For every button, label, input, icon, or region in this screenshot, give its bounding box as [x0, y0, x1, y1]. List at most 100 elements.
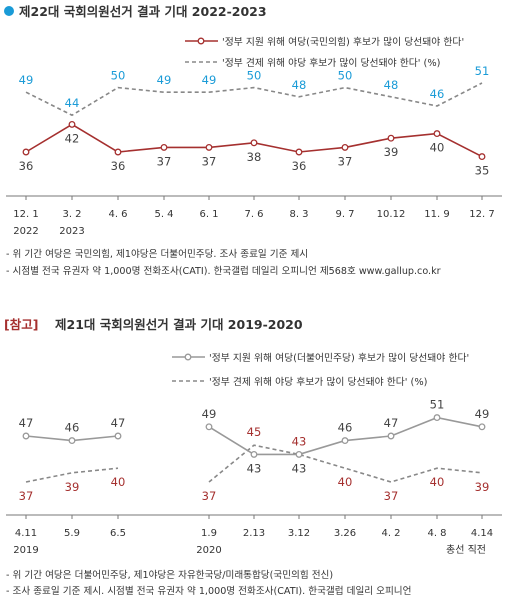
- chart1-dashed-data-label: 48: [292, 78, 307, 92]
- chart2-x-tick-label: 3.12: [288, 528, 310, 539]
- chart2-solid-data-label: 46: [338, 421, 353, 435]
- chart1-solid-point: [295, 148, 303, 156]
- chart1-dashed-data-label: 48: [384, 78, 399, 92]
- chart1-x-tick-label: 3. 2: [62, 209, 81, 220]
- chart2-solid-data-label: 43: [292, 461, 307, 475]
- chart1-dashed-data-label: 44: [65, 96, 80, 110]
- chart1-dashed-data-label: 49: [19, 73, 34, 87]
- chart1-dashed-data-label: 49: [157, 73, 172, 87]
- chart1-x-tick-label: 9. 7: [335, 209, 354, 220]
- chart1-x-tick-label: 12. 1: [13, 209, 38, 220]
- chart1-solid-data-label: 40: [430, 141, 445, 155]
- chart1-solid-data-label: 37: [202, 154, 217, 168]
- chart2-x-tick-label: 6.5: [110, 528, 126, 539]
- chart2-year-label: 2020: [196, 545, 221, 556]
- chart2-solid-point: [114, 432, 122, 440]
- chart2-solid-point: [205, 423, 213, 431]
- chart1-solid-point: [160, 143, 168, 151]
- chart2-solid-point: [478, 423, 486, 431]
- chart1-footnote-1: - 위 기간 여당은 국민의힘, 제1야당은 더불어민주당. 조사 종료일 기준…: [6, 248, 308, 260]
- chart1-x-tick-label: 7. 6: [244, 209, 263, 220]
- chart2-footnote-2: - 조사 종료일 기준 제시. 시점별 전국 유권자 약 1,000명 전화조사…: [6, 585, 411, 597]
- chart2-solid-data-label: 47: [19, 416, 34, 430]
- chart2-solid-point: [22, 432, 30, 440]
- chart1-solid-point: [478, 153, 486, 161]
- chart1-solid-data-label: 36: [292, 159, 307, 173]
- chart2-dashed-data-label: 39: [65, 480, 80, 494]
- chart2-x-tick-label: 4. 2: [381, 528, 400, 539]
- chart2-dashed-series-line: [25, 467, 119, 483]
- legend1-solid-marker: [197, 37, 205, 45]
- legend1-solid-label: '정부 지원 위해 여당(국민의힘) 후보가 많이 당선돼야 한다': [222, 35, 464, 48]
- chart1-year-label: 2022: [13, 226, 38, 237]
- chart2-solid-data-label: 46: [65, 421, 80, 435]
- chart2-x-tick-label: 1.9: [201, 528, 217, 539]
- chart2-dashed-data-label: 37: [19, 489, 34, 503]
- chart2-solid-point: [387, 432, 395, 440]
- chart2-solid-point: [341, 437, 349, 445]
- chart2-solid-data-label: 47: [111, 416, 126, 430]
- chart1-dashed-data-label: 50: [111, 69, 126, 83]
- chart2-dashed-data-label: 37: [384, 489, 399, 503]
- chart2-year-label: 2019: [13, 545, 38, 556]
- chart1-footnote-2: - 시점별 전국 유권자 약 1,000명 전화조사(CATI). 한국갤럽 데…: [6, 265, 441, 277]
- chart1-dashed-data-label: 50: [338, 69, 353, 83]
- chart1-solid-point: [114, 148, 122, 156]
- chart1-year-label: 2023: [59, 226, 84, 237]
- chart2-solid-data-label: 47: [384, 416, 399, 430]
- chart1-solid-data-label: 35: [475, 164, 490, 178]
- chart1-plot: 36 42 36 37 37 38 36 37 39 40 35 49 44 50 49 49 50 48 50 48…: [6, 64, 502, 237]
- chart2-election-note: 총선 직전: [446, 544, 486, 556]
- chart2-solid-data-label: 49: [475, 407, 490, 421]
- chart2-x-tick-label: 4. 8: [427, 528, 446, 539]
- chart2-x-tick-label: 4.11: [15, 528, 37, 539]
- chart2-x-tick-label: 4.14: [471, 528, 493, 539]
- chart2-x-tick-label: 5.9: [64, 528, 80, 539]
- chart1-x-tick-label: 11. 9: [424, 209, 449, 220]
- chart2-dashed-series-line: [208, 444, 483, 483]
- chart1-x-tick-label: 12. 7: [469, 209, 494, 220]
- chart1-solid-point: [250, 139, 258, 147]
- chart2-solid-data-label: 51: [430, 398, 445, 412]
- chart1-title: 제22대 국회의원선거 결과 기대 2022-2023: [19, 4, 267, 19]
- chart1-solid-data-label: 36: [111, 159, 126, 173]
- legend2-solid-marker: [184, 353, 192, 361]
- chart1-dashed-data-label: 51: [475, 64, 490, 78]
- chart1-solid-data-label: 42: [65, 131, 80, 145]
- chart1-solid-point: [68, 120, 76, 128]
- chart2-x-tick-label: 2.13: [243, 528, 265, 539]
- chart2-solid-point: [295, 450, 303, 458]
- chart1-solid-data-label: 38: [247, 150, 262, 164]
- chart1-dashed-data-label: 50: [247, 69, 262, 83]
- chart1-x-tick-label: 8. 3: [289, 209, 308, 220]
- chart2-x-tick-label: 3.26: [334, 528, 356, 539]
- chart1-solid-point: [205, 143, 213, 151]
- chart1-dashed-series-line: [25, 82, 483, 117]
- chart2-solid-point: [433, 414, 441, 422]
- chart2-solid-data-label: 43: [247, 461, 262, 475]
- chart2-solid-data-label: 49: [202, 407, 217, 421]
- chart2-dashed-data-label: 45: [247, 425, 262, 439]
- chart2-dashed-data-label: 40: [430, 475, 445, 489]
- chart2-dashed-data-label: 43: [292, 434, 307, 448]
- chart2-solid-point: [250, 450, 258, 458]
- chart1-solid-data-label: 39: [384, 145, 399, 159]
- chart2-title: 제21대 국회의원선거 결과 기대 2019-2020: [55, 317, 303, 332]
- chart2-dashed-data-label: 39: [475, 480, 490, 494]
- chart1-x-tick-label: 10.12: [377, 209, 406, 220]
- chart2-dashed-data-label: 40: [338, 475, 353, 489]
- chart1-solid-data-label: 37: [338, 154, 353, 168]
- chart2-title-prefix: [참고]: [4, 317, 38, 332]
- chart1-solid-data-label: 37: [157, 154, 172, 168]
- chart1-dashed-data-label: 49: [202, 73, 217, 87]
- chart1-solid-point: [22, 148, 30, 156]
- title-bullet-icon: [4, 6, 14, 16]
- chart1-x-tick-label: 6. 1: [199, 209, 218, 220]
- chart2-plot: 47 46 47 49 43 43 46 47 51 49 37 39 40 37 45 43 40 37 40 39…: [6, 398, 502, 556]
- chart1-solid-point: [387, 134, 395, 142]
- chart2-dashed-data-label: 40: [111, 475, 126, 489]
- chart1-solid-point: [433, 130, 441, 138]
- chart2-solid-point: [68, 437, 76, 445]
- chart1-solid-data-label: 36: [19, 159, 34, 173]
